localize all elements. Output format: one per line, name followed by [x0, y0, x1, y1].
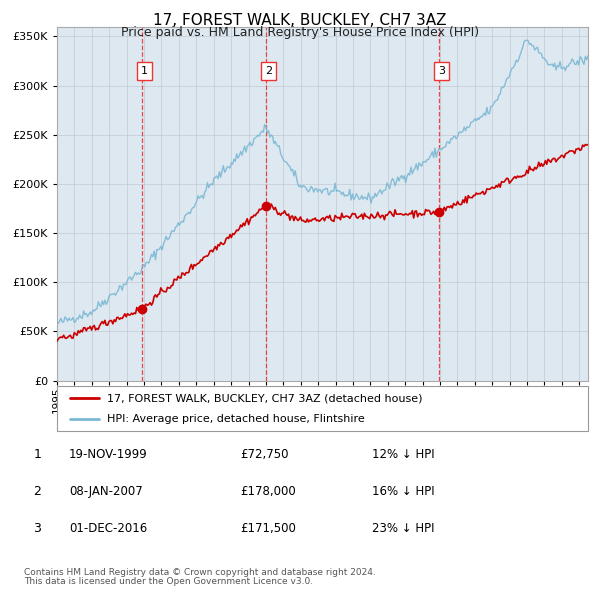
- Text: 1: 1: [141, 66, 148, 76]
- Text: £171,500: £171,500: [240, 522, 296, 536]
- Text: Contains HM Land Registry data © Crown copyright and database right 2024.: Contains HM Land Registry data © Crown c…: [24, 568, 376, 577]
- Text: 12% ↓ HPI: 12% ↓ HPI: [372, 448, 434, 461]
- Text: £178,000: £178,000: [240, 485, 296, 499]
- Text: 3: 3: [438, 66, 445, 76]
- Text: 2: 2: [265, 66, 272, 76]
- Text: £72,750: £72,750: [240, 448, 289, 461]
- Text: 08-JAN-2007: 08-JAN-2007: [69, 485, 143, 499]
- Text: 19-NOV-1999: 19-NOV-1999: [69, 448, 148, 461]
- Text: 17, FOREST WALK, BUCKLEY, CH7 3AZ: 17, FOREST WALK, BUCKLEY, CH7 3AZ: [153, 13, 447, 28]
- Text: 2: 2: [34, 485, 41, 499]
- Text: HPI: Average price, detached house, Flintshire: HPI: Average price, detached house, Flin…: [107, 414, 365, 424]
- Text: Price paid vs. HM Land Registry's House Price Index (HPI): Price paid vs. HM Land Registry's House …: [121, 26, 479, 39]
- Text: 17, FOREST WALK, BUCKLEY, CH7 3AZ (detached house): 17, FOREST WALK, BUCKLEY, CH7 3AZ (detac…: [107, 394, 423, 404]
- Text: 23% ↓ HPI: 23% ↓ HPI: [372, 522, 434, 536]
- Text: 16% ↓ HPI: 16% ↓ HPI: [372, 485, 434, 499]
- Text: 3: 3: [34, 522, 41, 536]
- FancyBboxPatch shape: [57, 386, 588, 431]
- Text: 01-DEC-2016: 01-DEC-2016: [69, 522, 147, 536]
- Text: 1: 1: [34, 448, 41, 461]
- Text: This data is licensed under the Open Government Licence v3.0.: This data is licensed under the Open Gov…: [24, 578, 313, 586]
